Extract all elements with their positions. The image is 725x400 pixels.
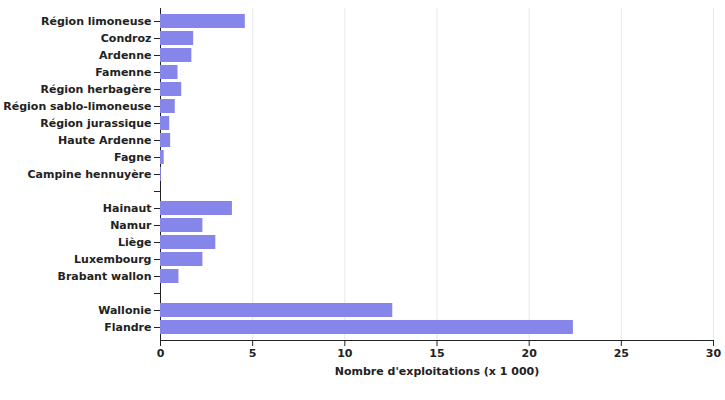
svg-text:5: 5 bbox=[249, 347, 257, 360]
svg-text:20: 20 bbox=[522, 347, 538, 360]
svg-text:30: 30 bbox=[706, 347, 722, 360]
svg-text:Liège: Liège bbox=[118, 236, 152, 249]
svg-text:0: 0 bbox=[157, 347, 165, 360]
svg-text:Région herbagère: Région herbagère bbox=[40, 83, 151, 96]
svg-text:Wallonie: Wallonie bbox=[98, 304, 151, 317]
svg-text:Namur: Namur bbox=[110, 219, 152, 232]
svg-text:Campine hennuyère: Campine hennuyère bbox=[27, 168, 151, 181]
svg-text:Nombre d'exploitations (x 1 00: Nombre d'exploitations (x 1 000) bbox=[335, 365, 539, 378]
svg-text:15: 15 bbox=[429, 347, 444, 360]
svg-text:Famenne: Famenne bbox=[95, 66, 151, 79]
svg-text:Condroz: Condroz bbox=[101, 32, 152, 45]
svg-text:Brabant wallon: Brabant wallon bbox=[58, 270, 152, 283]
svg-text:Région limoneuse: Région limoneuse bbox=[41, 15, 151, 28]
svg-text:Flandre: Flandre bbox=[104, 321, 151, 334]
svg-text:10: 10 bbox=[337, 347, 353, 360]
svg-text:Hainaut: Hainaut bbox=[103, 202, 152, 215]
svg-text:Région jurassique: Région jurassique bbox=[40, 117, 151, 130]
svg-text:25: 25 bbox=[614, 347, 629, 360]
svg-text:Haute Ardenne: Haute Ardenne bbox=[58, 134, 151, 147]
svg-text:Région sablo-limoneuse: Région sablo-limoneuse bbox=[3, 100, 151, 113]
svg-text:Ardenne: Ardenne bbox=[99, 49, 151, 62]
svg-text:Fagne: Fagne bbox=[114, 151, 151, 164]
svg-text:Luxembourg: Luxembourg bbox=[74, 253, 151, 266]
